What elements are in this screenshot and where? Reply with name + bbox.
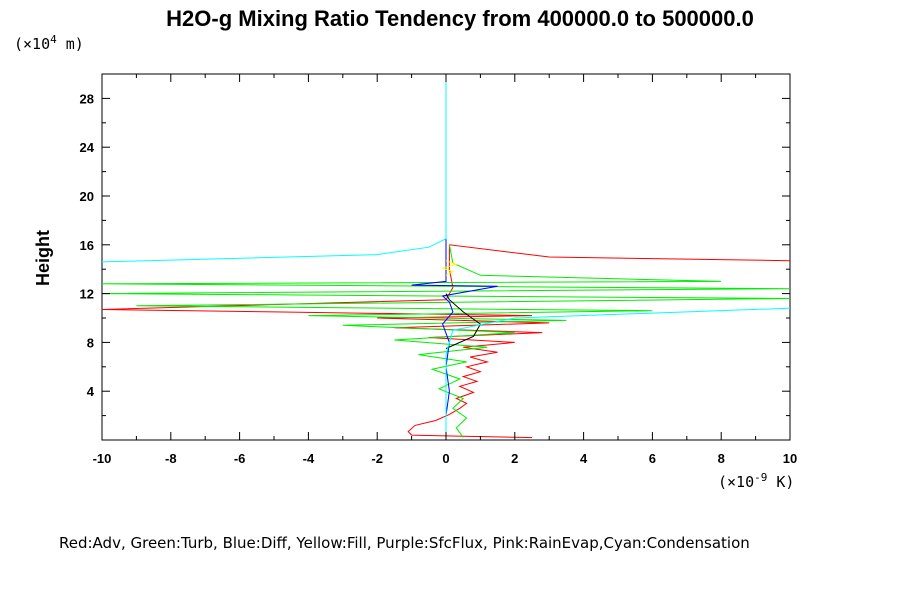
y-tick-label: 28	[80, 91, 94, 106]
y-unit-label: (×104 m)	[14, 33, 84, 53]
axis-ticks	[101, 73, 791, 441]
x-tick-label: -4	[303, 451, 315, 466]
series-line-2	[101, 244, 791, 438]
y-axis-label: Height	[33, 230, 53, 286]
x-tick-label: 6	[649, 451, 656, 466]
x-tick-label: -10	[93, 451, 112, 466]
x-tick-label: -2	[371, 451, 383, 466]
legend-text: Red:Adv, Green:Turb, Blue:Diff, Yellow:F…	[59, 534, 750, 552]
series-line-6	[101, 74, 447, 263]
plot-area	[101, 73, 791, 441]
y-tick-label: 4	[87, 384, 95, 399]
x-tick-label: 8	[718, 451, 725, 466]
x-unit-exponent: -9	[754, 471, 767, 484]
x-tick-label: 4	[580, 451, 588, 466]
x-tick-label: 0	[442, 451, 449, 466]
y-tick-label: 8	[87, 335, 94, 350]
chart-title: H2O-g Mixing Ratio Tendency from 400000.…	[166, 6, 754, 31]
y-tick-label: 12	[80, 287, 94, 302]
series-line-4	[440, 260, 458, 276]
y-unit-suffix: m)	[57, 35, 84, 53]
x-tick-label: 10	[783, 451, 797, 466]
y-tick-label: 20	[80, 189, 94, 204]
x-unit-prefix: (×10	[718, 473, 754, 491]
x-unit-label: (×10-9 K)	[718, 471, 794, 491]
series-line-7	[445, 307, 791, 440]
x-tick-label: -6	[234, 451, 246, 466]
x-tick-label: -8	[165, 451, 177, 466]
series-line-3	[411, 74, 498, 438]
y-unit-prefix: (×10	[14, 35, 50, 53]
y-unit-exponent: 4	[50, 33, 57, 46]
series-line-5	[445, 293, 482, 349]
x-tick-label: 2	[511, 451, 518, 466]
y-tick-label: 16	[80, 238, 94, 253]
x-unit-suffix: K)	[767, 473, 794, 491]
y-tick-label: 24	[80, 140, 95, 155]
